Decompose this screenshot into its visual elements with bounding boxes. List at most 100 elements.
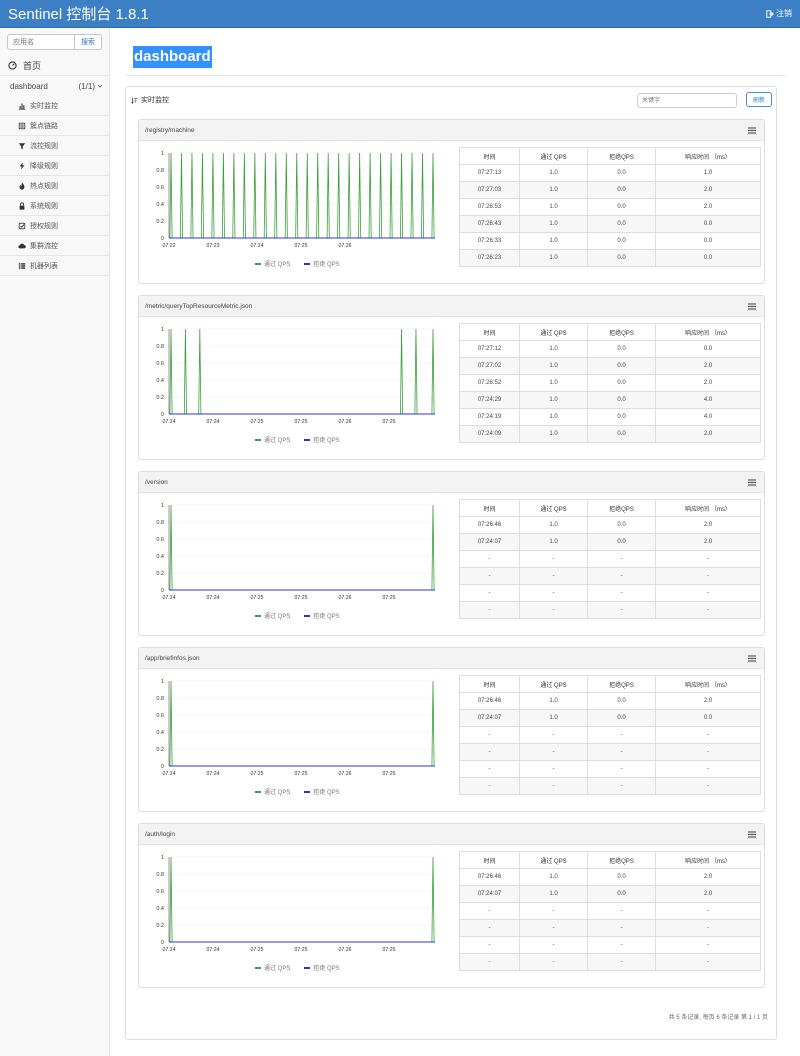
- hamburger-menu-icon[interactable]: [748, 302, 756, 310]
- pass-qps-spike: [284, 152, 288, 239]
- chevron-down-icon: [97, 84, 103, 88]
- x-tick-label: 07:25: [251, 947, 264, 953]
- sidebar-item-hotspot-rules[interactable]: 热点规则: [0, 176, 109, 196]
- pass-qps-spike: [431, 504, 435, 591]
- legend-item-pass[interactable]: 通过 QPS: [255, 435, 290, 444]
- y-tick-label: 0.4: [156, 378, 164, 384]
- hamburger-menu-icon[interactable]: [748, 126, 756, 134]
- table-cell: 1.0: [519, 533, 588, 551]
- legend-item-pass[interactable]: 通过 QPS: [255, 963, 290, 972]
- pass-qps-spike: [431, 680, 435, 767]
- legend-swatch: [255, 615, 261, 618]
- filter-icon: [18, 142, 26, 149]
- app-title[interactable]: Sentinel 控制台 1.8.1: [8, 6, 149, 23]
- table-row: 07:24:07 1.0 0.0 2.0: [459, 885, 761, 903]
- table-cell: 0.0: [587, 357, 656, 375]
- legend-swatch: [255, 263, 261, 266]
- sidebar-item-cluster-flow[interactable]: 集群流控: [0, 236, 109, 256]
- table-row: 07:27:02 1.0 0.0 2.0: [459, 357, 761, 375]
- logout-link[interactable]: 注销: [766, 8, 792, 19]
- x-tick-label: 07:22: [163, 243, 176, 249]
- table-cell: 4.0: [655, 391, 761, 409]
- table-cell: -: [459, 743, 520, 761]
- sidebar-item-flow-rules[interactable]: 流控规则: [0, 136, 109, 156]
- sidebar: 搜索 首页 dashboard (1/1) 实时监控 簇点链路: [0, 28, 110, 1056]
- table-cell: -: [587, 601, 656, 619]
- legend-item-block[interactable]: 拒绝 QPS: [304, 611, 340, 620]
- legend-label: 拒绝 QPS: [313, 966, 340, 972]
- table-cell: 1.0: [519, 692, 588, 710]
- table-cell: -: [587, 550, 656, 568]
- column-header: 拒绝QPS: [587, 675, 656, 693]
- table-row: ----: [459, 550, 761, 568]
- pass-qps-spike: [337, 152, 341, 239]
- sidebar-item-system-rules[interactable]: 系统规则: [0, 196, 109, 216]
- table-row: ----: [459, 777, 761, 795]
- sidebar-item-degrade-rules[interactable]: 降级规则: [0, 156, 109, 176]
- legend-item-pass[interactable]: 通过 QPS: [255, 259, 290, 268]
- cloud-icon: [18, 243, 26, 248]
- x-tick-label: 07:25: [251, 419, 264, 425]
- table-cell: -: [519, 726, 588, 744]
- pass-qps-spike: [305, 152, 309, 239]
- legend-item-block[interactable]: 拒绝 QPS: [304, 963, 340, 972]
- hamburger-menu-icon[interactable]: [748, 654, 756, 662]
- table-row: ----: [459, 919, 761, 937]
- table-cell: 1.0: [519, 198, 588, 216]
- refresh-button[interactable]: 刷新: [746, 92, 772, 107]
- legend-item-block[interactable]: 拒绝 QPS: [304, 787, 340, 796]
- qps-table: 时间 通过 QPS 拒绝QPS 响应时间 （ms） 07:26:46 1.0 0.0 2.0 0…: [459, 851, 761, 971]
- app-entry-dashboard[interactable]: dashboard (1/1): [0, 76, 109, 96]
- pass-qps-spike: [169, 504, 173, 591]
- sidebar-item-realtime-monitor[interactable]: 实时监控: [0, 96, 109, 116]
- app-entry-count: (1/1): [78, 81, 95, 91]
- table-cell: 07:26:46: [459, 516, 520, 534]
- table-cell: -: [655, 726, 761, 744]
- x-tick-label: 07:24: [207, 595, 220, 601]
- legend-label: 通过 QPS: [264, 790, 291, 796]
- sidebar-item-auth-rules[interactable]: 授权规则: [0, 216, 109, 236]
- table-cell: -: [459, 567, 520, 585]
- legend-item-pass[interactable]: 通过 QPS: [255, 611, 290, 620]
- table-row: ----: [459, 743, 761, 761]
- pass-qps-spike: [431, 328, 435, 415]
- sidebar-item-label: 降级规则: [30, 162, 58, 170]
- table-cell: -: [587, 743, 656, 761]
- legend-item-pass[interactable]: 通过 QPS: [255, 787, 290, 796]
- chart-legend: 通过 QPS 拒绝 QPS: [255, 435, 340, 444]
- hamburger-menu-icon[interactable]: [748, 830, 756, 838]
- x-tick-label: 07:26: [339, 243, 352, 249]
- x-tick-label: 07:26: [339, 947, 352, 953]
- hamburger-menu-icon[interactable]: [748, 478, 756, 486]
- app-search-button[interactable]: 搜索: [75, 34, 102, 50]
- card-header: /registry/machine: [139, 120, 764, 141]
- y-tick-label: 0.2: [156, 923, 164, 929]
- table-cell: 1.0: [519, 885, 588, 903]
- legend-item-block[interactable]: 拒绝 QPS: [304, 435, 340, 444]
- table-cell: -: [459, 919, 520, 937]
- pass-qps-spike: [183, 328, 187, 415]
- table-row: ----: [459, 567, 761, 585]
- legend-swatch: [304, 791, 311, 794]
- table-cell: 1.0: [519, 181, 588, 199]
- table-cell: 0.0: [655, 709, 761, 727]
- sidebar-item-cluster-link[interactable]: 簇点链路: [0, 116, 109, 136]
- legend-item-block[interactable]: 拒绝 QPS: [304, 259, 340, 268]
- app-search-input[interactable]: [7, 34, 75, 50]
- pass-qps-spike: [326, 152, 330, 239]
- x-tick-label: 07:25: [295, 595, 308, 601]
- table-cell: -: [519, 902, 588, 920]
- table-cell: -: [459, 902, 520, 920]
- table-header-row: 时间 通过 QPS 拒绝QPS 响应时间 （ms）: [459, 499, 761, 517]
- y-tick-label: 0.8: [156, 168, 164, 174]
- y-tick-label: 1: [161, 679, 164, 685]
- chart-legend: 通过 QPS 拒绝 QPS: [255, 787, 340, 796]
- legend-swatch: [304, 263, 311, 266]
- table-cell: -: [655, 760, 761, 778]
- x-tick-label: 07:25: [251, 771, 264, 777]
- pass-qps-spike: [169, 152, 173, 239]
- nav-home[interactable]: 首页: [0, 56, 109, 76]
- table-cell: 4.0: [655, 408, 761, 426]
- keyword-search-input[interactable]: [637, 93, 737, 108]
- sidebar-item-machine-list[interactable]: 机器列表: [0, 256, 109, 276]
